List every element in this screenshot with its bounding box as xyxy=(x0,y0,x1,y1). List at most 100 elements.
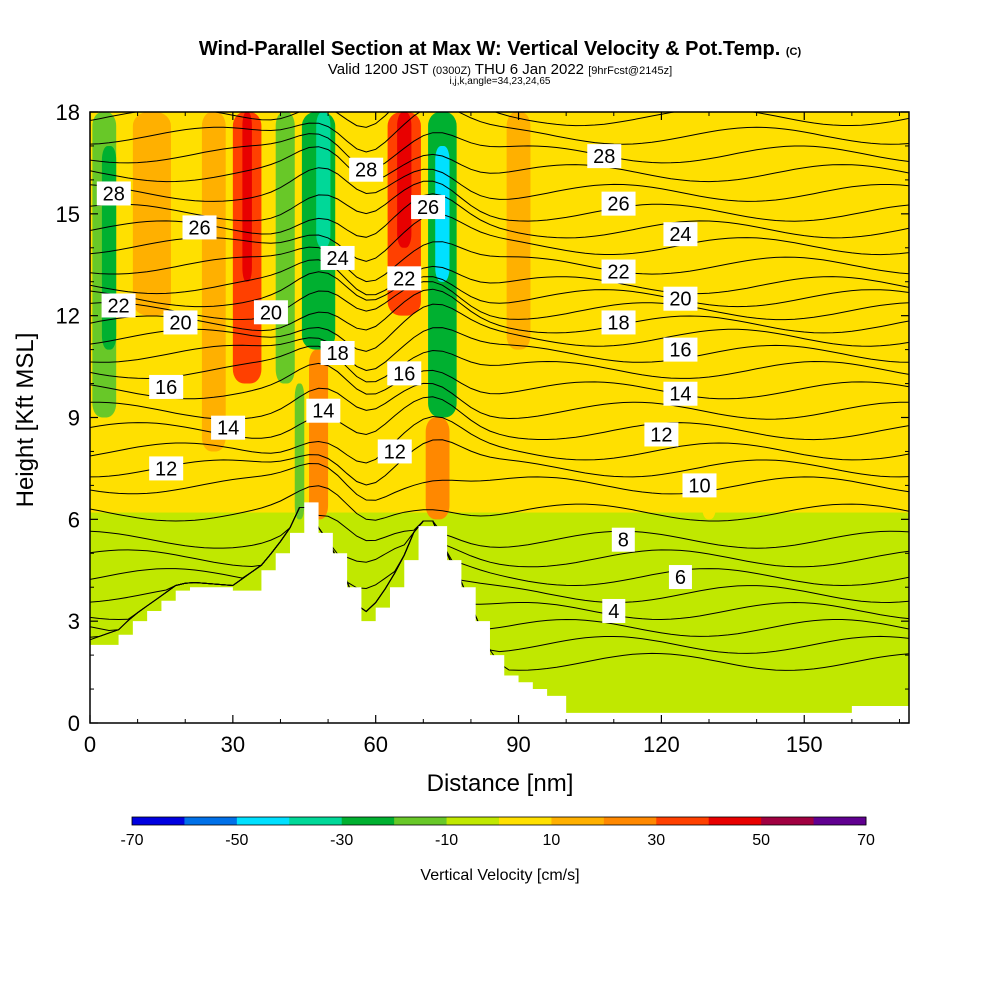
contour-label-bg xyxy=(587,144,622,169)
contour-label-bg xyxy=(253,300,288,325)
isentrope-line xyxy=(90,362,909,400)
isentrope-line xyxy=(90,167,909,202)
valid-utc: (0300Z) xyxy=(432,65,471,77)
contour-label: 26 xyxy=(607,194,629,216)
contour-label-bg xyxy=(663,337,698,362)
colorbar-swatch xyxy=(446,817,500,825)
terrain xyxy=(90,502,909,723)
chart-title: Wind-Parallel Section at Max W: Vertical… xyxy=(0,38,1000,61)
isentrope-line xyxy=(90,507,909,549)
x-tick-label: 60 xyxy=(363,732,387,757)
contour-label: 14 xyxy=(312,401,334,423)
contour-label: 22 xyxy=(607,262,629,284)
isentrope-line xyxy=(90,146,909,183)
isentrope-line xyxy=(90,54,909,88)
contour-label-bg xyxy=(411,195,446,220)
isentrope-line xyxy=(90,213,909,262)
contour-label-bg xyxy=(663,286,698,311)
isentrope-line xyxy=(90,507,909,590)
contour-label-bg xyxy=(101,293,136,318)
isentrope-line xyxy=(90,462,909,501)
isentrope-line xyxy=(90,241,909,283)
isentrope-line xyxy=(90,112,909,153)
contour-label: 16 xyxy=(669,340,691,362)
contour-label: 8 xyxy=(618,530,629,552)
contour-label-bg xyxy=(663,381,698,406)
y-tick-label: 3 xyxy=(68,609,80,634)
colorbar-swatch xyxy=(184,817,238,825)
contour-label: 4 xyxy=(608,601,619,623)
isentrope-line xyxy=(90,34,909,69)
colorbar-swatch xyxy=(289,817,343,825)
contour-label: 20 xyxy=(169,312,191,334)
y-tick-label: 12 xyxy=(56,304,80,329)
contour-label: 12 xyxy=(384,441,406,463)
velocity-column xyxy=(294,383,305,520)
contour-label: 20 xyxy=(669,289,691,311)
x-axis-label: Distance [nm] xyxy=(427,770,574,797)
valid-date: THU 6 Jan 2022 xyxy=(474,61,585,78)
isentrope-line xyxy=(90,288,909,334)
contour-label-bg xyxy=(320,341,355,366)
contour-label: 14 xyxy=(217,418,239,440)
contour-label-bg xyxy=(306,398,341,423)
forecast-info: [9hrFcst@2145z] xyxy=(588,65,673,77)
isentrope-line xyxy=(90,439,909,486)
colorbar-tick-label: 50 xyxy=(752,832,770,849)
isentrope-line xyxy=(90,112,909,128)
axes: 0 30 60 90 120 150 0 3 6 9 12 15 18 xyxy=(56,100,909,757)
contour-label-bg xyxy=(602,598,626,623)
isentrope-line xyxy=(90,415,909,464)
contour-label: 26 xyxy=(188,217,210,239)
colorbar-swatch xyxy=(708,817,762,825)
x-tick-label: 120 xyxy=(643,732,680,757)
colorbar-tick-label: 10 xyxy=(543,832,561,849)
contour-label: 22 xyxy=(107,295,129,317)
colorbar-tick-label: -70 xyxy=(120,832,143,849)
isentrope-line xyxy=(90,507,909,568)
velocity-column xyxy=(316,112,331,248)
isentrope-line xyxy=(90,259,909,296)
contour-label-bg xyxy=(377,439,412,464)
velocity-column xyxy=(242,112,252,282)
velocity-column xyxy=(425,417,450,520)
contour-label-bg xyxy=(611,527,635,552)
isentrope-line xyxy=(90,485,909,522)
colorbar-swatch xyxy=(603,817,657,825)
contour-label: 24 xyxy=(326,248,348,270)
colorbar: -70 -50 -30 -10 10 30 50 70 xyxy=(120,816,875,849)
colorbar-label: Vertical Velocity [cm/s] xyxy=(420,867,579,884)
contour-label: 12 xyxy=(155,458,177,480)
colorbar-swatch xyxy=(551,817,605,825)
isentrope-line xyxy=(90,193,909,239)
y-tick-label: 15 xyxy=(56,202,80,227)
colorbar-swatch xyxy=(499,817,552,825)
velocity-column xyxy=(309,349,329,520)
isentrope-line xyxy=(90,303,909,352)
contour-label-bg xyxy=(668,565,692,590)
contour-label: 16 xyxy=(393,363,415,385)
x-tick-label: 30 xyxy=(221,732,245,757)
colorbar-tick-label: 70 xyxy=(857,832,875,849)
colorbar-tick-label: -50 xyxy=(225,832,248,849)
contour-label: 14 xyxy=(669,384,691,406)
colorbar-swatch xyxy=(341,817,395,825)
colorbar-tick-label: 30 xyxy=(647,832,665,849)
velocity-column xyxy=(132,112,171,316)
colorbar-swatch xyxy=(132,817,185,825)
velocity-column xyxy=(701,417,717,520)
contour-label-bg xyxy=(96,181,131,206)
contour-label: 18 xyxy=(326,343,348,365)
chart-title-main: Wind-Parallel Section at Max W: Vertical… xyxy=(198,38,781,60)
y-tick-label: 6 xyxy=(68,507,80,532)
contour-label: 28 xyxy=(593,146,615,168)
y-axis-label: Height [Kft MSL] xyxy=(12,333,39,508)
colorbar-tick-label: -10 xyxy=(435,832,458,849)
contour-label: 20 xyxy=(260,302,282,324)
contour-label: 12 xyxy=(650,424,672,446)
contour-label-bg xyxy=(644,422,679,447)
contour-label-bg xyxy=(601,191,636,216)
colorbar-swatch xyxy=(656,817,710,825)
valid-prefix: Valid 1200 JST xyxy=(327,61,429,78)
